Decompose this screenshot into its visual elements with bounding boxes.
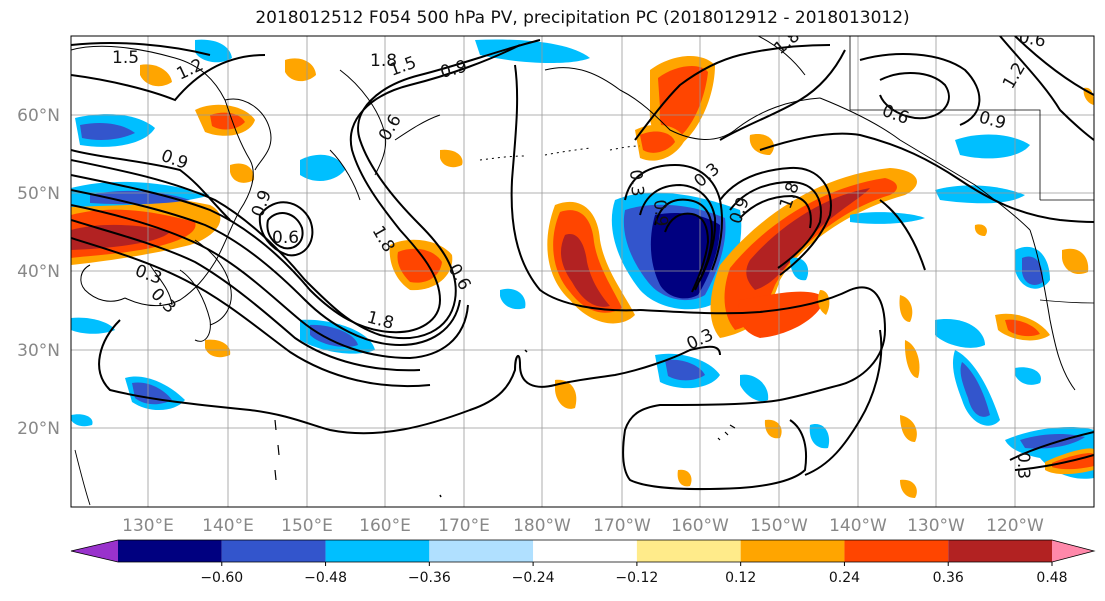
lon-label: 130°W [907, 516, 965, 536]
lon-label: 170°E [438, 516, 490, 536]
colorbar-tick-label: 0.36 [933, 570, 964, 586]
colorbar-tick-label: −0.48 [304, 570, 347, 586]
contour-label: 1.5 [112, 48, 139, 68]
lat-label: 50°N [17, 184, 60, 204]
lon-label: 130°E [122, 516, 174, 536]
colorbar-extend-max [1052, 540, 1094, 562]
contour-label: 0.6 [1017, 27, 1047, 51]
lon-label: 170°W [593, 516, 651, 536]
lat-label: 60°N [17, 106, 60, 126]
lon-label: 120°W [986, 516, 1044, 536]
colorbar-tick-label: −0.24 [512, 570, 555, 586]
pv-contours [71, 36, 1094, 491]
colorbar-outline [70, 539, 1096, 563]
colorbar-segment [325, 540, 430, 562]
colorbar-segment [636, 540, 741, 562]
coastlines [71, 36, 1094, 506]
lat-label: 20°N [17, 419, 60, 439]
colorbar: −0.60 −0.48 −0.36 −0.24 −0.12 0.12 0.24 0.36 0.4… [70, 539, 1096, 586]
colorbar-tick-label: 0.24 [829, 570, 860, 586]
colorbar-tick-label: −0.12 [615, 570, 658, 586]
lat-label: 30°N [17, 341, 60, 361]
lat-label: 40°N [17, 262, 60, 282]
lon-label: 150°W [750, 516, 808, 536]
lon-label: 150°E [281, 516, 333, 536]
colorbar-segment [221, 540, 326, 562]
colorbar-segment [429, 540, 534, 562]
colorbar-tick-label: −0.60 [200, 570, 243, 586]
contour-label: 0.9 [649, 199, 671, 228]
lon-label: 160°E [359, 516, 411, 536]
contour-label: 0.3 [1013, 452, 1033, 479]
colorbar-extend-min [71, 540, 118, 562]
colorbar-tick-label: −0.36 [408, 570, 451, 586]
contour-label: 0.6 [272, 228, 299, 248]
longitude-labels: 130°E 140°E 150°E 160°E 170°E 180°W 170°… [122, 516, 1044, 536]
colorbar-segment [740, 540, 845, 562]
colorbar-segment [844, 540, 949, 562]
latitude-labels: 60°N 50°N 40°N 30°N 20°N [17, 106, 60, 439]
contour-label: 1.8 [370, 51, 397, 71]
map-title: 2018012512 F054 500 hPa PV, precipitatio… [255, 8, 910, 28]
lon-label: 160°W [671, 516, 729, 536]
lon-label: 180°W [513, 516, 571, 536]
colorbar-segment [948, 540, 1052, 562]
colorbar-tick-label: 0.48 [1036, 570, 1067, 586]
colorbar-segment [118, 540, 222, 562]
precip-shading [71, 39, 1094, 498]
colorbar-segment [533, 540, 637, 562]
lon-label: 140°E [202, 516, 254, 536]
map-panel: 1.5 1.2 1.8 1.5 0.9 0.6 0.9 0.9 0.3 0.6 … [70, 27, 1095, 508]
lon-label: 140°W [829, 516, 887, 536]
contour-label: 0.3 [625, 169, 647, 198]
colorbar-tick-label: 0.12 [725, 570, 756, 586]
